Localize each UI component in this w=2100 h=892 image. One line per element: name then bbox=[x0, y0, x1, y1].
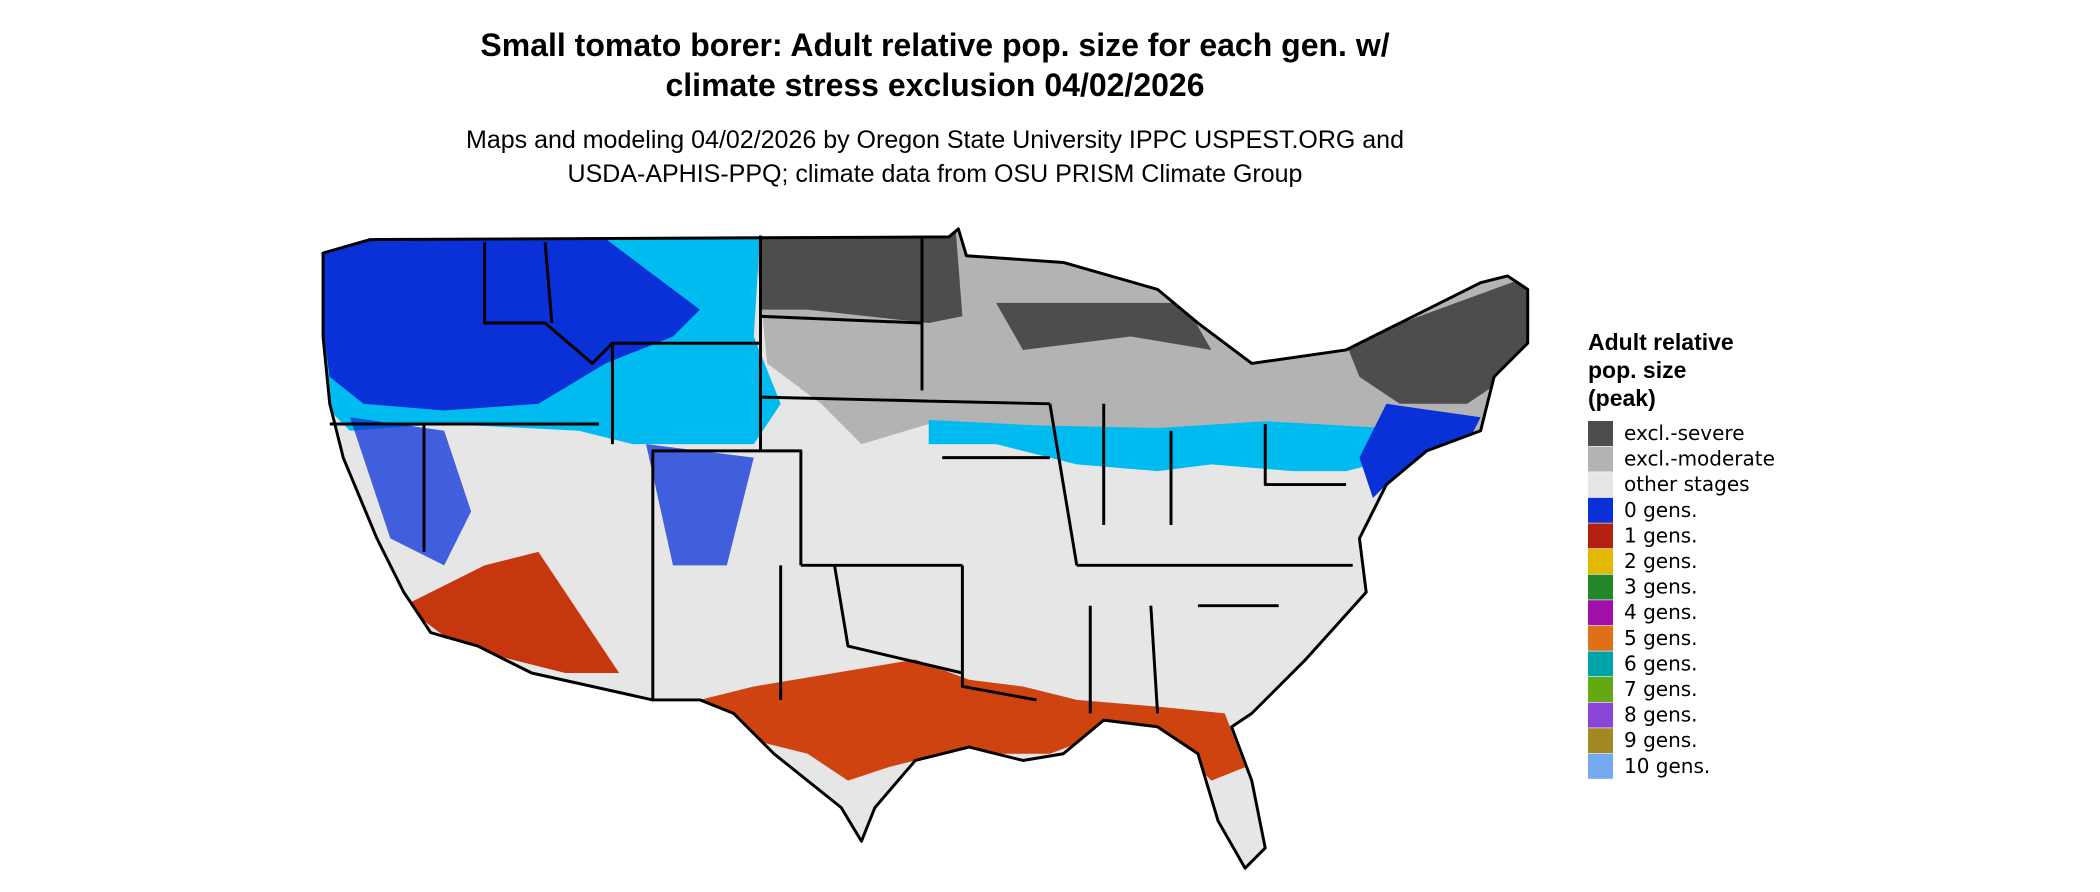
legend-swatch bbox=[1588, 728, 1613, 754]
legend-label: 2 gens. bbox=[1624, 549, 1698, 573]
legend-label: excl.-moderate bbox=[1624, 447, 1775, 471]
title-line: climate stress exclusion 04/02/2026 bbox=[665, 67, 1204, 103]
legend-swatch bbox=[1588, 574, 1613, 600]
legend-swatch bbox=[1588, 677, 1613, 702]
legend-label: 4 gens. bbox=[1624, 600, 1698, 624]
legend-label: 6 gens. bbox=[1624, 651, 1698, 675]
legend-label: other stages bbox=[1624, 472, 1750, 496]
subtitle-line: Maps and modeling 04/02/2026 by Oregon S… bbox=[466, 126, 1404, 154]
legend-label: 1 gens. bbox=[1624, 523, 1698, 547]
legend-swatch bbox=[1588, 549, 1613, 574]
title-line: Small tomato borer: Adult relative pop. … bbox=[480, 27, 1389, 63]
legend-title: pop. size bbox=[1588, 357, 1686, 383]
legend-label: 0 gens. bbox=[1624, 498, 1698, 522]
legend-swatch bbox=[1588, 651, 1613, 677]
legend-label: 5 gens. bbox=[1624, 626, 1698, 650]
legend-swatch bbox=[1588, 523, 1613, 549]
state-borders bbox=[329, 235, 1353, 714]
legend-label: 10 gens. bbox=[1624, 754, 1710, 778]
legend-swatch bbox=[1588, 497, 1613, 523]
header: Small tomato borer: Adult relative pop. … bbox=[466, 27, 1404, 188]
legend-swatch bbox=[1588, 421, 1613, 446]
legend-swatch bbox=[1588, 446, 1613, 472]
legend-label: 8 gens. bbox=[1624, 703, 1698, 727]
subtitle-line: USDA-APHIS-PPQ; climate data from OSU PR… bbox=[568, 160, 1303, 188]
legend-label: 9 gens. bbox=[1624, 728, 1698, 752]
legend-swatch bbox=[1588, 702, 1613, 728]
legend-label: excl.-severe bbox=[1624, 421, 1745, 445]
legend-label: 3 gens. bbox=[1624, 575, 1698, 599]
legend-swatch bbox=[1588, 625, 1613, 651]
legend-swatch bbox=[1588, 472, 1613, 498]
us-outline bbox=[321, 227, 1530, 870]
us-map bbox=[321, 227, 1530, 870]
legend-swatch bbox=[1588, 753, 1613, 779]
legend-swatch bbox=[1588, 600, 1613, 626]
legend-label: 7 gens. bbox=[1624, 677, 1698, 701]
legend-title: (peak) bbox=[1588, 385, 1656, 411]
legend-title: Adult relative bbox=[1588, 329, 1734, 355]
